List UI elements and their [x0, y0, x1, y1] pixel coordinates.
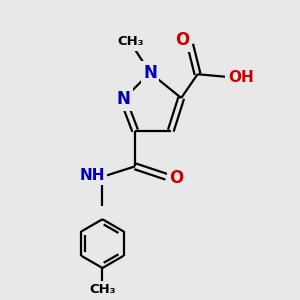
Text: OH: OH	[228, 70, 253, 85]
Text: O: O	[176, 31, 190, 49]
Text: O: O	[169, 169, 184, 187]
Text: NH: NH	[79, 168, 105, 183]
Text: N: N	[143, 64, 157, 82]
Text: N: N	[116, 91, 130, 109]
Text: CH₃: CH₃	[89, 283, 116, 296]
Text: CH₃: CH₃	[117, 35, 144, 48]
